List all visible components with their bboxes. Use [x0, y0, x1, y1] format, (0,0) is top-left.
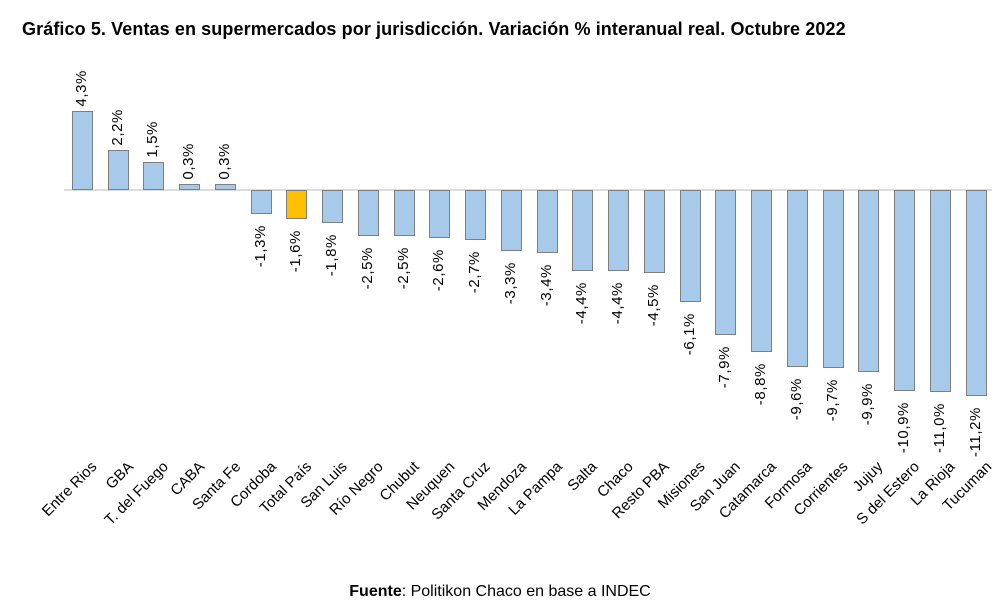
- bar: [394, 190, 415, 236]
- bar: [680, 190, 701, 302]
- bar: [715, 190, 736, 335]
- bar: [537, 190, 558, 253]
- value-label: -4,5%: [645, 284, 662, 327]
- bar: [787, 190, 808, 367]
- chart-title: Gráfico 5. Ventas en supermercados por j…: [22, 19, 846, 39]
- bar: [251, 190, 272, 214]
- value-label: -4,4%: [609, 282, 626, 325]
- bar: [179, 184, 200, 190]
- value-label: -1,6%: [287, 230, 304, 273]
- bar: [858, 190, 879, 372]
- value-label: -3,4%: [538, 264, 555, 307]
- bar: [966, 190, 987, 396]
- source-text: : Politikon Chaco en base a INDEC: [401, 583, 651, 600]
- bar: [894, 190, 915, 391]
- value-label: 4,3%: [73, 70, 90, 107]
- value-label: 0,3%: [216, 143, 233, 180]
- value-label: -6,1%: [681, 313, 698, 356]
- bar: [108, 150, 129, 190]
- bar: [322, 190, 343, 223]
- zero-axis-line: [64, 189, 992, 191]
- value-label: -10,9%: [895, 402, 912, 454]
- value-label: -9,9%: [859, 383, 876, 426]
- value-label: -1,8%: [323, 234, 340, 277]
- value-label: 0,3%: [180, 143, 197, 180]
- bar: [930, 190, 951, 392]
- bar: [644, 190, 665, 273]
- value-label: -2,5%: [395, 247, 412, 290]
- value-label: -3,3%: [502, 262, 519, 305]
- value-label: -2,7%: [466, 251, 483, 294]
- bar: [72, 111, 93, 190]
- bar-highlight: [286, 190, 307, 219]
- value-label: -2,5%: [359, 247, 376, 290]
- bar: [465, 190, 486, 240]
- value-label: -11,2%: [967, 407, 984, 458]
- value-label: 1,5%: [144, 121, 161, 158]
- bar: [572, 190, 593, 271]
- bar: [429, 190, 450, 238]
- value-label: -7,9%: [716, 346, 733, 389]
- value-label: -8,8%: [752, 363, 769, 406]
- bar: [751, 190, 772, 352]
- value-label: -9,6%: [788, 378, 805, 421]
- value-label: -4,4%: [573, 282, 590, 325]
- bar: [501, 190, 522, 251]
- category-label: Entre Rios: [39, 458, 101, 520]
- bar: [823, 190, 844, 368]
- source-label-bold: Fuente: [349, 583, 402, 600]
- value-label: -2,6%: [430, 249, 447, 292]
- value-label: 2,2%: [109, 109, 126, 146]
- bar: [215, 184, 236, 190]
- source-note: Fuente: Politikon Chaco en base a INDEC: [0, 583, 1000, 601]
- value-label: -11,0%: [931, 403, 948, 454]
- bar: [358, 190, 379, 236]
- value-label: -1,3%: [252, 225, 269, 268]
- bar: [143, 162, 164, 190]
- bar: [608, 190, 629, 271]
- value-label: -9,7%: [824, 379, 841, 422]
